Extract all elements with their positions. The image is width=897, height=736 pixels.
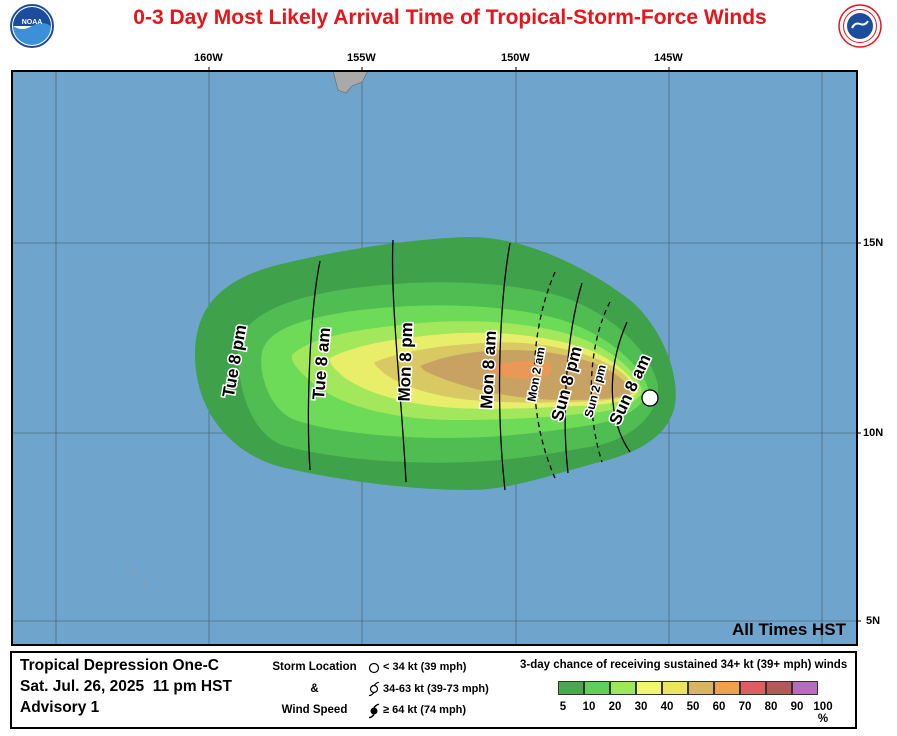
scale-swatch bbox=[792, 681, 818, 695]
legend-symbol-label: 34-63 kt (39-73 mph) bbox=[383, 682, 489, 695]
scale-tick-label: 10 bbox=[582, 701, 596, 713]
advisory-datetime: Sat. Jul. 26, 2025 11 pm HST bbox=[20, 678, 232, 695]
timezone-note: All Times HST bbox=[732, 620, 846, 639]
arrival-label: Mon 8 pm bbox=[395, 322, 417, 402]
ampersand-label: & bbox=[310, 682, 319, 695]
scale-tick-label: 20 bbox=[608, 701, 622, 713]
scale-swatch bbox=[584, 681, 610, 695]
scale-tick-label: 100 % bbox=[813, 701, 833, 725]
latitude-label: 10N bbox=[863, 427, 884, 439]
legend-row-hurricane: ≥ 64 kt (74 mph) bbox=[368, 700, 489, 722]
arrival-contours-dashed bbox=[533, 271, 611, 479]
latitude-label: 15N bbox=[863, 237, 884, 249]
latitude-label: 5N bbox=[866, 615, 881, 627]
wind-speed-label: Wind Speed bbox=[281, 704, 348, 716]
probability-scale-ticks: 5 10 20 30 40 50 60 70 80 90 100 % bbox=[550, 701, 836, 725]
probability-color-scale bbox=[558, 681, 818, 695]
scale-swatch bbox=[636, 681, 662, 695]
land-islet bbox=[126, 561, 130, 565]
storm-location-legend-title: Storm Location & Wind Speed bbox=[267, 657, 362, 722]
scale-tick-label: 5 bbox=[559, 701, 567, 713]
legend-panel: Tropical Depression One-C Sat. Jul. 26, … bbox=[10, 651, 857, 729]
storm-location-marker bbox=[641, 389, 659, 407]
svg-text:NOAA: NOAA bbox=[22, 19, 43, 26]
scale-tick-label: 30 bbox=[634, 701, 648, 713]
advisory-number: Advisory 1 bbox=[20, 699, 100, 716]
legend-row-depression: < 34 kt (39 mph) bbox=[368, 657, 489, 679]
scale-tick-label: 80 bbox=[764, 701, 778, 713]
legend-symbol-label: ≥ 64 kt (74 mph) bbox=[383, 704, 467, 716]
scale-tick-label: 50 bbox=[686, 701, 700, 713]
arrival-contours-solid bbox=[307, 239, 631, 491]
land-islet bbox=[132, 570, 136, 574]
scale-swatch bbox=[558, 681, 584, 695]
legend-row-tropical-storm: 34-63 kt (39-73 mph) bbox=[368, 679, 489, 701]
scale-swatch bbox=[740, 681, 766, 695]
longitude-label: 155W bbox=[347, 52, 376, 64]
longitude-label: 150W bbox=[501, 52, 530, 64]
longitude-label: 160W bbox=[194, 52, 223, 64]
longitude-label: 145W bbox=[654, 52, 683, 64]
open-circle-icon bbox=[368, 662, 380, 673]
storm-info: Tropical Depression One-C Sat. Jul. 26, … bbox=[20, 655, 232, 718]
scale-tick-label: 90 bbox=[790, 701, 804, 713]
storm-location-label: Storm Location bbox=[272, 661, 357, 673]
land-island bbox=[332, 71, 369, 94]
land-islet bbox=[144, 584, 146, 586]
scale-swatch bbox=[714, 681, 740, 695]
map-title: 0-3 Day Most Likely Arrival Time of Trop… bbox=[133, 6, 767, 29]
scale-tick-label: 60 bbox=[712, 701, 726, 713]
probability-scale-title: 3-day chance of receiving sustained 34+ … bbox=[520, 659, 848, 671]
scale-tick-label: 40 bbox=[660, 701, 674, 713]
tropical-storm-icon bbox=[368, 682, 380, 697]
scale-tick-label: 70 bbox=[738, 701, 752, 713]
hurricane-icon bbox=[368, 703, 380, 719]
legend-symbol-label: < 34 kt (39 mph) bbox=[383, 661, 467, 673]
probability-swath bbox=[195, 237, 676, 490]
noaa-logo: NOAA bbox=[10, 4, 54, 48]
scale-swatch bbox=[662, 681, 688, 695]
scale-swatch bbox=[688, 681, 714, 695]
wind-symbol-legend: < 34 kt (39 mph) 34-63 kt (39-73 mph) ≥ … bbox=[368, 657, 489, 722]
scale-swatch bbox=[766, 681, 792, 695]
map-frame bbox=[11, 70, 858, 646]
storm-name: Tropical Depression One-C bbox=[20, 657, 219, 674]
scale-swatch bbox=[610, 681, 636, 695]
nws-logo bbox=[838, 4, 882, 48]
